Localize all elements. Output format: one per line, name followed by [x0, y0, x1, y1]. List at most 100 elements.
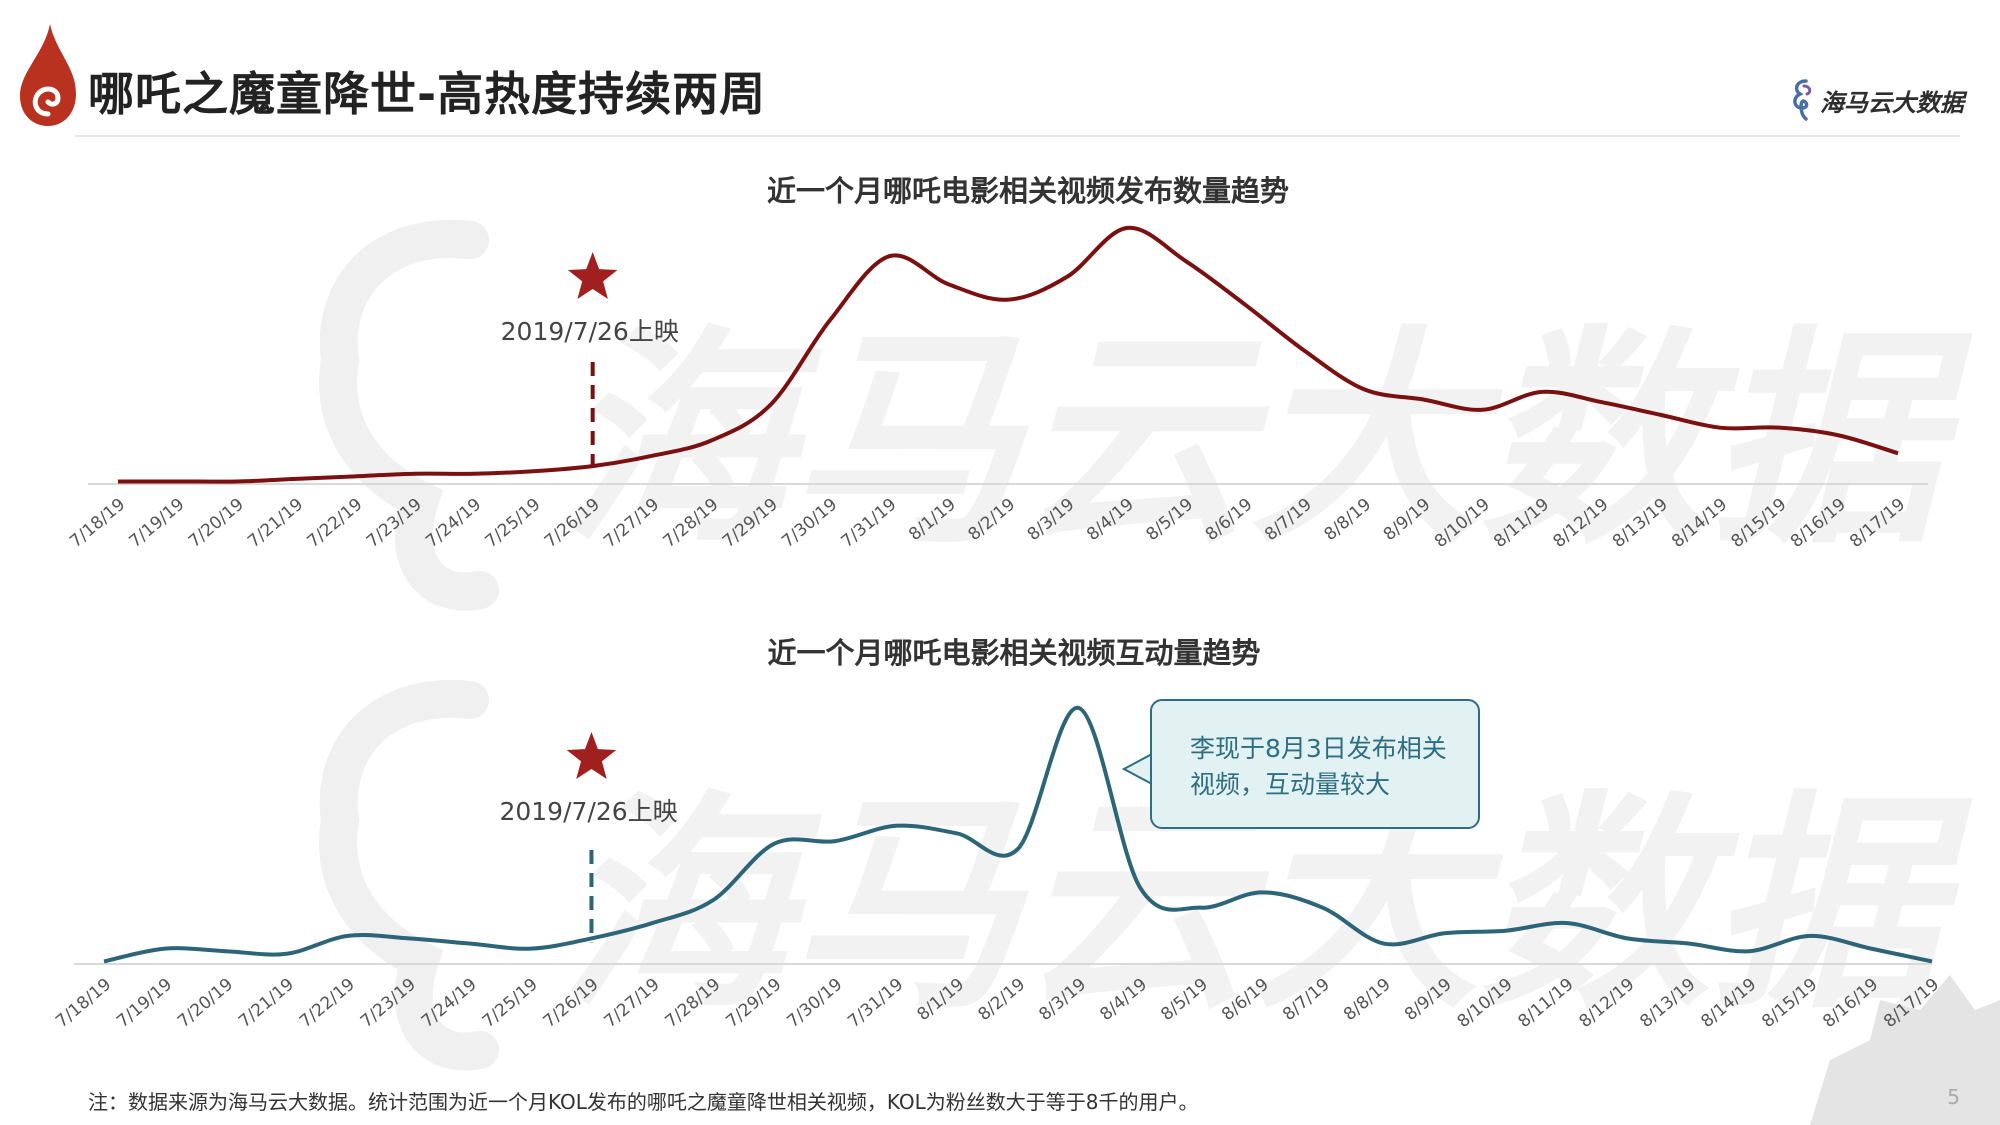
watermark-text: 海马云大数据 [560, 308, 1973, 575]
data-point [946, 281, 952, 287]
x-tick-label: 8/14/19 [1668, 495, 1731, 552]
data-point [234, 478, 240, 484]
x-tick-label: 7/18/19 [52, 975, 115, 1032]
data-point [1137, 884, 1143, 890]
data-point [1361, 386, 1367, 392]
x-tick-label: 8/4/19 [1083, 495, 1138, 545]
data-point [162, 946, 168, 952]
page-number: 5 [1947, 1085, 1960, 1109]
x-tick-label: 8/15/19 [1758, 975, 1821, 1032]
data-point [710, 897, 716, 903]
x-tick-label: 7/26/19 [540, 975, 603, 1032]
x-tick-label: 8/6/19 [1218, 975, 1273, 1025]
x-tick-label: 7/31/19 [844, 975, 907, 1032]
x-tick-label: 8/12/19 [1575, 975, 1638, 1032]
data-point [115, 478, 121, 484]
x-tick-label: 7/19/19 [113, 975, 176, 1032]
x-tick-label: 8/13/19 [1636, 975, 1699, 1032]
x-tick-label: 7/24/19 [422, 495, 485, 552]
x-tick-label: 8/16/19 [1819, 975, 1882, 1032]
footnote: 注：数据来源为海马云大数据。统计范围为近一个月KOL发布的哪吒之魔童降世相关视频… [88, 1090, 1199, 1114]
data-point [174, 478, 180, 484]
x-tick-label: 7/23/19 [357, 975, 420, 1032]
x-tick-label: 8/9/19 [1401, 975, 1456, 1025]
x-tick-label: 8/15/19 [1727, 495, 1790, 552]
x-tick-label: 8/2/19 [974, 975, 1029, 1025]
brand-name: 海马云大数据 [1820, 88, 1964, 117]
data-point [1064, 274, 1070, 280]
data-point [1717, 425, 1723, 431]
x-tick-label: 8/17/19 [1880, 975, 1943, 1032]
data-point [471, 471, 477, 477]
star-icon [567, 252, 618, 299]
x-tick-label: 8/6/19 [1202, 495, 1257, 545]
data-point [1563, 920, 1569, 926]
chart1-title: 近一个月哪吒电影相关视频发布数量趋势 [766, 174, 1289, 208]
seahorse-icon [1793, 79, 1812, 121]
x-tick-label: 8/11/19 [1490, 495, 1553, 552]
data-point [1836, 432, 1842, 438]
callout-box: 李现于8月3日发布相关 视频，互动量较大 [1150, 699, 1480, 829]
series-line [117, 225, 1899, 484]
data-point [1320, 905, 1326, 911]
data-point [649, 453, 655, 459]
data-point [284, 951, 290, 957]
header-divider [75, 135, 1960, 137]
x-tick-label: 8/7/19 [1261, 495, 1316, 545]
x-tick-label: 8/10/19 [1431, 495, 1494, 552]
x-tick-label: 7/31/19 [837, 495, 900, 552]
data-point [1685, 941, 1691, 947]
x-tick-label: 8/12/19 [1549, 495, 1612, 552]
data-point [1259, 889, 1265, 895]
data-point [1746, 948, 1752, 954]
x-tick-label: 7/26/19 [541, 495, 604, 552]
release-annotation-label: 2019/7/26上映 [499, 797, 678, 826]
data-point [893, 823, 899, 829]
x-tick-label: 7/25/19 [479, 975, 542, 1032]
x-tick-label: 7/28/19 [661, 975, 724, 1032]
x-tick-label: 8/16/19 [1787, 495, 1850, 552]
data-point [1420, 397, 1426, 403]
data-point [1776, 425, 1782, 431]
x-tick-label: 8/1/19 [914, 975, 969, 1025]
data-point [1005, 297, 1011, 303]
x-tick-label: 7/20/19 [185, 495, 248, 552]
series-line [103, 705, 1933, 964]
x-tick-label: 7/30/19 [783, 975, 846, 1032]
callout-text-line: 李现于8月3日发布相关 [1190, 734, 1447, 763]
callout-text-line: 视频，互动量较大 [1190, 770, 1391, 799]
data-point [1598, 399, 1604, 405]
corner-flower-decoration [1810, 975, 2000, 1125]
x-tick-label: 8/4/19 [1096, 975, 1151, 1025]
watermark-swirl-icon [319, 679, 499, 1071]
x-tick-label: 8/9/19 [1380, 495, 1435, 545]
data-point [1480, 407, 1486, 413]
x-tick-label: 8/1/19 [905, 495, 960, 545]
x-tick-label: 7/19/19 [125, 495, 188, 552]
data-point [1124, 225, 1130, 231]
data-point [827, 317, 833, 323]
x-tick-label: 7/21/19 [235, 975, 298, 1032]
x-tick-label: 7/28/19 [659, 495, 722, 552]
data-point [708, 437, 714, 443]
data-point [649, 920, 655, 926]
data-point [1381, 941, 1387, 947]
x-tick-label: 8/17/19 [1846, 495, 1909, 552]
x-tick-label: 7/30/19 [778, 495, 841, 552]
data-point [954, 830, 960, 836]
data-point [1895, 450, 1901, 456]
data-point [771, 841, 777, 847]
x-tick-label: 8/13/19 [1609, 495, 1672, 552]
x-tick-label: 8/8/19 [1340, 975, 1395, 1025]
data-point [1807, 933, 1813, 939]
data-point [1076, 705, 1082, 711]
brand-logo: 海马云大数据 [1790, 78, 1964, 122]
x-tick-label: 8/3/19 [1035, 975, 1090, 1025]
data-point [352, 473, 358, 479]
data-point [1242, 302, 1248, 308]
data-point [1015, 846, 1021, 852]
x-tick-label: 8/3/19 [1024, 495, 1079, 545]
x-tick-label: 7/23/19 [363, 495, 426, 552]
x-tick-label: 7/22/19 [303, 495, 366, 552]
